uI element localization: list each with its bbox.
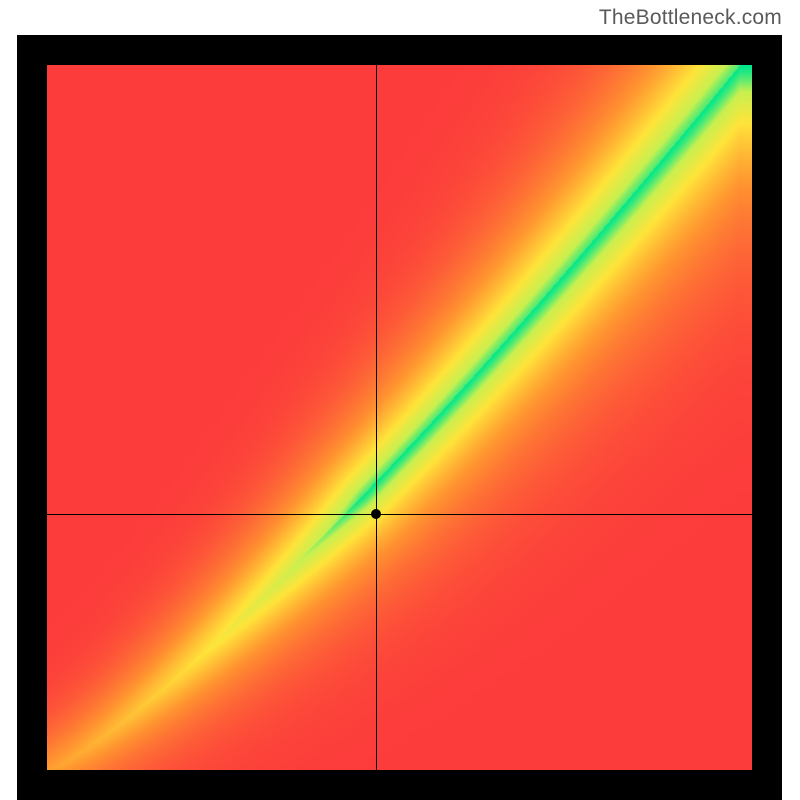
heatmap-canvas bbox=[47, 65, 752, 770]
crosshair-horizontal bbox=[47, 514, 752, 515]
crosshair-vertical bbox=[376, 65, 377, 770]
watermark: TheBottleneck.com bbox=[599, 6, 782, 30]
